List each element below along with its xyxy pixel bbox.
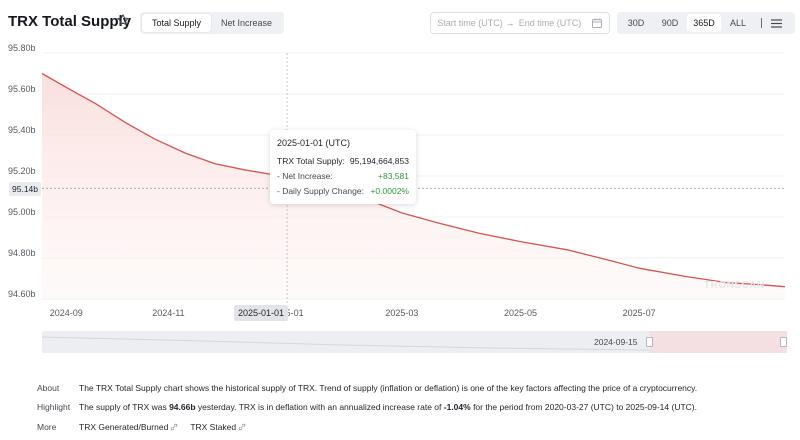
tooltip-value: +83,581 [378, 171, 409, 181]
range-30d-button[interactable]: 30D [627, 18, 645, 28]
supply-area [42, 73, 785, 299]
arrow-right-icon: → [505, 18, 515, 28]
tooltip-date: 2025-01-01 (UTC) [277, 138, 351, 148]
more-label: More [37, 421, 57, 432]
trx-staked-link[interactable]: TRX Staked [190, 422, 246, 432]
star-icon[interactable] [116, 13, 130, 27]
x-tick-label: 2024-11 [152, 308, 184, 318]
highlight-text: The supply of TRX was 94.66b yesterday. … [79, 402, 697, 413]
about-label: About [37, 382, 60, 393]
x-tick-label: 2025-05 [504, 308, 537, 318]
tooltip-value: +0.0002% [370, 186, 409, 196]
start-time-input[interactable]: Start time (UTC) [437, 18, 503, 28]
y-tick-label: 95.00b [8, 207, 36, 217]
y-tick-label: 95.80b [8, 43, 36, 53]
trx-generated-burned-link[interactable]: TRX Generated/Burned [79, 422, 178, 432]
about-row: About The TRX Total Supply chart shows t… [37, 378, 792, 398]
supply-line [41, 72, 786, 288]
tooltip-row: TRX Total Supply: 95,194,664,853 [277, 154, 409, 169]
navigator-left-handle[interactable] [646, 337, 653, 347]
y-tick-label: 95.60b [8, 84, 36, 94]
range-90d-button[interactable]: 90D [661, 18, 679, 28]
range-all-button[interactable]: ALL [729, 18, 746, 28]
chart-tooltip: 2025-01-01 (UTC) TRX Total Supply: 95,19… [270, 130, 416, 204]
about-text: The TRX Total Supply chart shows the his… [79, 382, 698, 393]
navigator-date-label: 2024-09-15 [594, 337, 638, 347]
x-tick-label: 2024-09 [50, 308, 83, 318]
highlight-row: Highlight The supply of TRX was 94.66b y… [37, 398, 792, 418]
metric-toggle: Total Supply Net Increase [140, 12, 285, 34]
rate-value: -1.04% [443, 402, 471, 413]
x-tick-label: 2025-07 [623, 308, 656, 318]
navigator-right-handle[interactable] [780, 337, 787, 347]
x-tick-label: 2025-03 [385, 308, 418, 318]
range-365d-button[interactable]: 365D [687, 14, 721, 32]
supply-chart[interactable]: 95.80b 95.60b 95.40b 95.20b 95.00b 94.80b 94.6… [0, 40, 800, 325]
calendar-icon[interactable] [591, 17, 603, 29]
y-tick-label: 95.20b [8, 166, 36, 176]
tooltip-row: - Daily Supply Change: +0.0002% [277, 184, 409, 199]
menu-icon[interactable] [766, 14, 786, 32]
supply-value: 94.66b [169, 402, 196, 413]
tooltip-label: TRX Total Supply: [277, 156, 345, 166]
tooltip-label: - Net Increase: [277, 171, 333, 181]
link-icon [238, 423, 246, 430]
end-time-input[interactable]: End time (UTC) [518, 18, 582, 28]
tooltip-value: 95,194,664,853 [349, 156, 409, 166]
y-axis: 95.80b 95.60b 95.40b 95.20b 95.00b 94.80b 94.6… [8, 43, 36, 299]
divider [761, 18, 762, 28]
y-tick-label: 94.80b [8, 248, 36, 258]
watermark-logo: TRONSCAN [704, 280, 765, 291]
range-navigator[interactable]: 2024-09-15 [42, 331, 787, 353]
tooltip-label: - Daily Supply Change: [277, 186, 364, 196]
page-title: TRX Total Supply [8, 13, 132, 30]
x-axis: 2024-092024-112025-012025-032025-052025-… [50, 308, 656, 318]
info-section: About The TRX Total Supply chart shows t… [37, 378, 792, 437]
hover-date-label: 2025-01-01 [234, 305, 289, 321]
tab-total-supply[interactable]: Total Supply [142, 14, 212, 32]
tooltip-row: - Net Increase: +83,581 [277, 169, 409, 184]
more-row: More TRX Generated/Burned TRX Staked [37, 417, 792, 437]
link-icon [171, 423, 178, 430]
y-tick-label: 94.60b [8, 289, 36, 299]
y-tick-label: 95.40b [8, 125, 36, 135]
reference-value-label: 95.14b [9, 182, 41, 196]
chart-header: TRX Total Supply Total Supply Net Increa… [8, 10, 795, 34]
navigator-selection[interactable] [650, 331, 787, 353]
range-selector: 30D 90D 365D ALL [617, 12, 795, 34]
highlight-label: Highlight [37, 402, 71, 413]
tab-net-increase[interactable]: Net Increase [221, 18, 273, 28]
date-range-picker[interactable]: Start time (UTC) → End time (UTC) [430, 12, 610, 34]
